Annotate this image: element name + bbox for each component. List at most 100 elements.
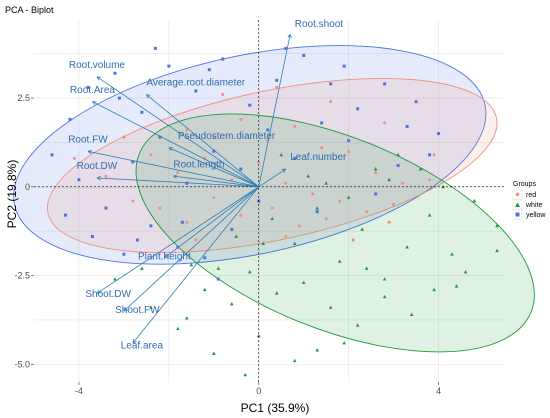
- point-white: [176, 326, 180, 331]
- y-tick-label: -5.0: [14, 359, 30, 369]
- point-white: [270, 216, 275, 221]
- point-red: [185, 220, 189, 224]
- point-white: [387, 177, 391, 182]
- loading-arrow-root-area: [92, 101, 259, 188]
- point-red: [72, 156, 76, 160]
- point-red: [351, 238, 355, 242]
- loading-arrowhead: [92, 101, 97, 106]
- point-red: [221, 93, 225, 97]
- legend-marker-red: [515, 192, 520, 197]
- point-white: [432, 287, 436, 292]
- loading-arrow-leaf-number: [258, 168, 286, 188]
- x-axis-label: PC1 (35.9%): [241, 401, 310, 415]
- loading-label-root-shoot: Root.shoot: [295, 19, 344, 30]
- point-yellow: [347, 139, 351, 143]
- loading-arrow-root-fw: [87, 150, 259, 188]
- legend-marker-yellow: [515, 212, 520, 217]
- loading-label-root-dw: Root.DW: [77, 161, 118, 172]
- point-red: [329, 100, 333, 104]
- point-red: [176, 171, 180, 175]
- point-yellow: [414, 100, 418, 104]
- point-white: [495, 248, 499, 253]
- point-red: [365, 210, 369, 214]
- point-yellow: [176, 245, 180, 249]
- ellipse-white: [135, 113, 535, 353]
- point-white: [463, 269, 468, 274]
- point-red: [212, 195, 216, 199]
- loading-label-leaf-area: Leaf.area: [121, 340, 164, 351]
- loading-label-pseudostem-diameter: Pseudostem.diameter: [178, 131, 276, 142]
- y-tick-label: 0: [25, 182, 30, 192]
- point-white: [301, 280, 306, 285]
- point-white: [382, 294, 387, 299]
- chart-title: PCA - Biplot: [5, 5, 54, 15]
- point-yellow: [180, 220, 184, 224]
- point-yellow: [194, 89, 198, 93]
- point-white: [315, 206, 319, 210]
- point-yellow: [302, 53, 306, 57]
- point-yellow: [203, 256, 207, 260]
- point-red: [212, 135, 216, 139]
- point-yellow: [405, 124, 409, 128]
- point-white: [234, 234, 239, 238]
- point-yellow: [320, 121, 324, 125]
- loading-arrowhead: [96, 176, 101, 181]
- axis-ticks: -4 0 4 2.5 0 -2.5 -5.0: [14, 93, 441, 396]
- point-yellow: [153, 46, 157, 50]
- point-yellow: [86, 85, 90, 89]
- loading-label-root-area: Root.Area: [70, 85, 115, 96]
- point-yellow: [216, 277, 220, 281]
- point-white: [256, 333, 261, 338]
- point-red: [374, 171, 378, 175]
- point-white: [203, 287, 207, 292]
- point-yellow: [90, 234, 94, 238]
- point-white: [472, 199, 477, 203]
- point-yellow: [437, 132, 441, 136]
- point-red: [284, 181, 288, 185]
- point-white: [342, 340, 346, 345]
- point-yellow: [149, 224, 153, 228]
- point-red: [401, 181, 405, 185]
- point-white: [229, 301, 234, 306]
- loading-label-root-fw: Root.FW: [68, 134, 108, 145]
- point-red: [428, 178, 432, 182]
- loading-arrowhead: [87, 149, 92, 155]
- point-yellow: [135, 238, 139, 242]
- loading-arrow-root-length: [173, 175, 259, 188]
- point-yellow: [167, 64, 171, 68]
- point-white: [292, 358, 297, 363]
- y-tick-label: -2.5: [14, 271, 30, 281]
- point-white: [216, 266, 221, 270]
- loading-arrow-root-volume: [96, 76, 259, 188]
- point-red: [383, 121, 387, 125]
- point-white: [279, 152, 284, 157]
- point-yellow: [158, 135, 162, 139]
- point-red: [239, 213, 243, 217]
- point-yellow: [122, 252, 126, 256]
- point-yellow: [284, 46, 288, 50]
- loading-label-root-length: Root.length: [173, 159, 224, 170]
- data-points: [50, 46, 499, 377]
- y-axis-label: PC2 (19.8%): [5, 160, 19, 229]
- point-white: [328, 305, 333, 309]
- legend-item-yellow: yellow: [512, 209, 546, 220]
- point-white: [409, 312, 414, 316]
- point-red: [275, 85, 279, 89]
- point-yellow: [131, 160, 135, 164]
- loading-arrowhead: [96, 76, 101, 81]
- point-yellow: [77, 178, 81, 182]
- point-white: [355, 323, 360, 327]
- point-yellow: [230, 227, 234, 231]
- point-yellow: [68, 117, 72, 121]
- point-red: [338, 199, 342, 203]
- point-red: [194, 238, 198, 242]
- point-red: [104, 174, 108, 178]
- point-yellow: [293, 156, 297, 160]
- point-red: [270, 206, 274, 210]
- loading-label-average-root-diameter: Average.root.diameter: [146, 78, 245, 89]
- point-yellow: [63, 213, 67, 217]
- loading-label-leaf-number: Leaf.number: [290, 152, 347, 163]
- point-white: [212, 351, 216, 356]
- point-yellow: [428, 153, 432, 157]
- point-red: [131, 199, 135, 203]
